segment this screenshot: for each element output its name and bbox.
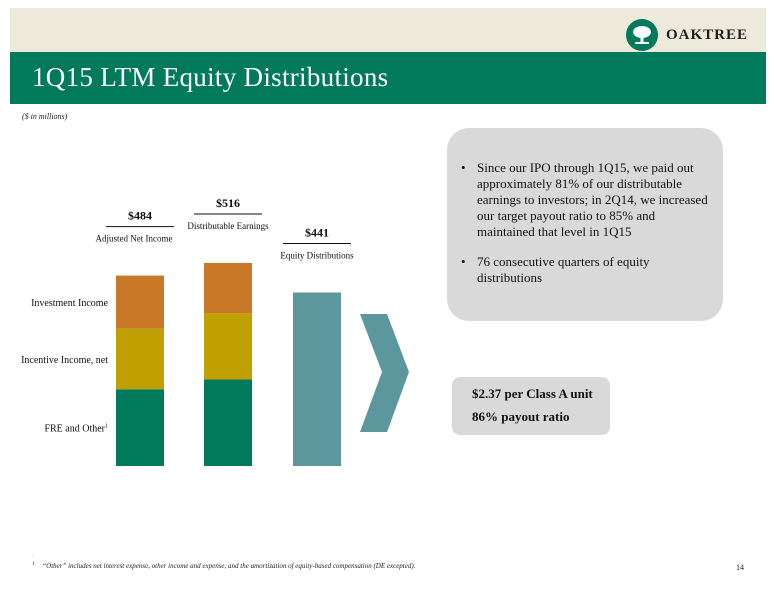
footnote-marker: 1 bbox=[32, 562, 35, 567]
bar-total-label: $441 bbox=[305, 226, 329, 240]
series-label: FRE and Other1 bbox=[44, 424, 108, 435]
series-label: Incentive Income, net bbox=[21, 355, 108, 366]
footnote-text: “Other” includes net interest expense, o… bbox=[42, 562, 416, 571]
bar-segment bbox=[116, 328, 164, 390]
top-bar: OAKTREE bbox=[10, 8, 766, 52]
bar-segment bbox=[293, 292, 341, 466]
page-number: 14 bbox=[736, 563, 744, 572]
payout-ratio: 86% payout ratio bbox=[472, 409, 570, 424]
series-label: Investment Income bbox=[31, 298, 108, 309]
bullet-icon: • bbox=[461, 160, 466, 175]
callout-bullet: • 76 consecutive quarters of equity distr… bbox=[461, 254, 713, 286]
bullet-icon: • bbox=[461, 254, 466, 269]
bar-category-label: Equity Distributions bbox=[280, 251, 354, 261]
title-bar: 1Q15 LTM Equity Distributions bbox=[10, 52, 766, 104]
logo-text: OAKTREE bbox=[665, 26, 748, 43]
callout-box: • Since our IPO through 1Q15, we paid out… bbox=[447, 128, 723, 321]
bar-segment bbox=[116, 389, 164, 466]
per-unit-amount: $2.37 per Class A unit bbox=[472, 386, 593, 401]
oak-tree-icon bbox=[625, 19, 658, 51]
chevron-arrow-icon bbox=[360, 314, 409, 432]
footnote: 1 “Other” includes net interest expense,… bbox=[32, 562, 415, 570]
oaktree-logo: OAKTREE bbox=[625, 19, 748, 51]
bar-total-label: $516 bbox=[216, 196, 240, 210]
footnote-dot: . bbox=[32, 553, 34, 558]
callout-bullet-text: Since our IPO through 1Q15, we paid out … bbox=[477, 160, 708, 239]
bar-segment bbox=[204, 379, 252, 466]
bar-category-label: Distributable Earnings bbox=[187, 221, 269, 231]
callout-bullet: • Since our IPO through 1Q15, we paid out… bbox=[461, 160, 713, 240]
stacked-bar-chart: $484 Adjusted Net Income $516 Distributable… bbox=[21, 196, 409, 466]
page-title: 1Q15 LTM Equity Distributions bbox=[32, 62, 389, 92]
per-unit-box: $2.37 per Class A unit 86% payout ratio bbox=[452, 377, 610, 435]
units-note: ($ in millions) bbox=[22, 112, 68, 121]
callout-list: • Since our IPO through 1Q15, we paid out… bbox=[461, 160, 713, 300]
callout-bullet-text: 76 consecutive quarters of equity distri… bbox=[477, 254, 650, 285]
bar-category-label: Adjusted Net Income bbox=[96, 234, 173, 244]
bar-total-label: $484 bbox=[128, 209, 152, 223]
bar-segment bbox=[204, 313, 252, 380]
bar-segment bbox=[116, 275, 164, 329]
bar-segment bbox=[204, 263, 252, 314]
